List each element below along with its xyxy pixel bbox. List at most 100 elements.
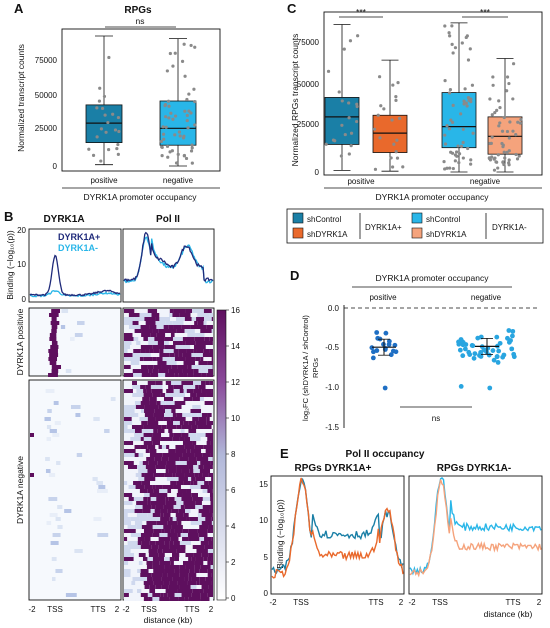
heat-cell (179, 573, 189, 577)
heat-cell (143, 357, 153, 361)
heat-cell (144, 405, 152, 409)
heat-cell (194, 453, 203, 457)
box-c-shdyrk1a-positive-point (394, 98, 398, 102)
heat-cell (124, 505, 136, 509)
heat-cell (128, 313, 140, 317)
heat-cell (165, 501, 177, 505)
heat-cell (151, 573, 163, 577)
heat-cell (195, 501, 202, 505)
box-c-shdyrk1a-negative-point (505, 129, 510, 134)
heat-cell (124, 493, 133, 497)
heat-cell (158, 369, 164, 373)
box-c-shcontrol-positive-point (356, 34, 360, 38)
heat-cell (183, 481, 191, 485)
heat-cell (154, 337, 165, 341)
heat-cell (195, 401, 205, 405)
heat-cell (171, 525, 183, 529)
heat-cell (202, 497, 211, 501)
heat-cell (165, 393, 177, 397)
heat-cell (143, 437, 152, 441)
heat-cell (201, 413, 208, 417)
heat-cell (207, 533, 213, 537)
panel-d-point (460, 353, 466, 359)
heat-cell (210, 453, 213, 457)
box-c-shcontrol-negative-point (461, 127, 465, 131)
heat-cell (160, 593, 164, 597)
heat-cell (45, 457, 50, 461)
heat-cell (128, 469, 139, 473)
heat-cell (177, 521, 182, 525)
heat-cell (144, 317, 156, 321)
heat-cell (124, 413, 131, 417)
heat-cell (142, 461, 149, 465)
heat-cell (140, 369, 149, 373)
heat-cell (97, 533, 109, 537)
heat-cell (56, 461, 61, 465)
heat-cell (149, 449, 157, 453)
heat-cell (141, 465, 146, 469)
heat-cell (140, 349, 146, 353)
heat-cell (124, 485, 129, 489)
heat-cell (156, 333, 166, 337)
panel-d-point (495, 360, 501, 365)
heat-cell (160, 509, 168, 513)
panel-a-cat-positive: positive (90, 176, 118, 185)
heat-cell (210, 469, 213, 473)
heat-cell (128, 325, 141, 329)
heat-cell (155, 477, 167, 481)
box-c-shdyrk1a-positive-point (390, 118, 394, 122)
heat-cell (153, 413, 165, 417)
heat-cell (124, 553, 135, 557)
heat-cell (173, 325, 182, 329)
heat-cell (189, 517, 198, 521)
panel-b: B DYRK1A Pol II Binding (−log₁₀(p)) 0 10… (4, 209, 240, 625)
heat-cell (164, 553, 173, 557)
heat-cell (132, 397, 143, 401)
heat-cell (204, 481, 209, 485)
heat-cell (211, 397, 213, 401)
heat-cell (65, 369, 72, 373)
box-c-shcontrol-positive-point (347, 116, 351, 120)
heat-cell (173, 349, 179, 353)
panel-a-ytick-2: 50000 (35, 91, 58, 100)
heat-cell (185, 545, 193, 549)
box-c-shcontrol-negative-point (469, 97, 473, 101)
panel-d-point (470, 343, 476, 349)
box-a-positive-point (95, 135, 99, 139)
heat-cell (128, 497, 134, 501)
box-c-shcontrol-negative-point (464, 101, 468, 105)
box-a-positive-point (104, 130, 108, 134)
box-c-shdyrk1a-negative-point (500, 129, 505, 133)
heat-cell (205, 381, 210, 385)
panel-d-point (458, 384, 464, 389)
heat-cell (134, 433, 144, 437)
panel-d-point (486, 352, 492, 358)
heat-cell (153, 529, 162, 533)
heat-cell (134, 453, 139, 457)
heat-cell (191, 557, 196, 561)
heat-cell (137, 569, 141, 573)
heat-cell (174, 373, 179, 377)
box-a-negative-point (174, 161, 179, 165)
box-a-positive-point (116, 142, 120, 147)
heat-cell (156, 401, 161, 405)
box-c-shdyrk1a-negative-point (496, 153, 500, 157)
heat-cell (182, 341, 186, 345)
heat-cell (188, 597, 201, 601)
box-a-negative-point (173, 51, 177, 55)
panel-e-ytick-1: 5 (264, 553, 269, 562)
heat-cell (159, 561, 171, 565)
colorbar-tick-label: 16 (231, 306, 240, 315)
heat-cell (152, 525, 164, 529)
heat-cell (128, 585, 138, 589)
heat-cell (143, 393, 153, 397)
panel-d-point (457, 339, 463, 344)
heat-cell (209, 313, 213, 317)
heat-cell (186, 389, 194, 393)
panel-d-point (491, 357, 497, 363)
panel-d-point (393, 349, 399, 355)
heat-cell (127, 541, 138, 545)
heat-cell (155, 585, 162, 589)
heat-cell (207, 573, 212, 577)
panel-d-point (466, 349, 472, 355)
